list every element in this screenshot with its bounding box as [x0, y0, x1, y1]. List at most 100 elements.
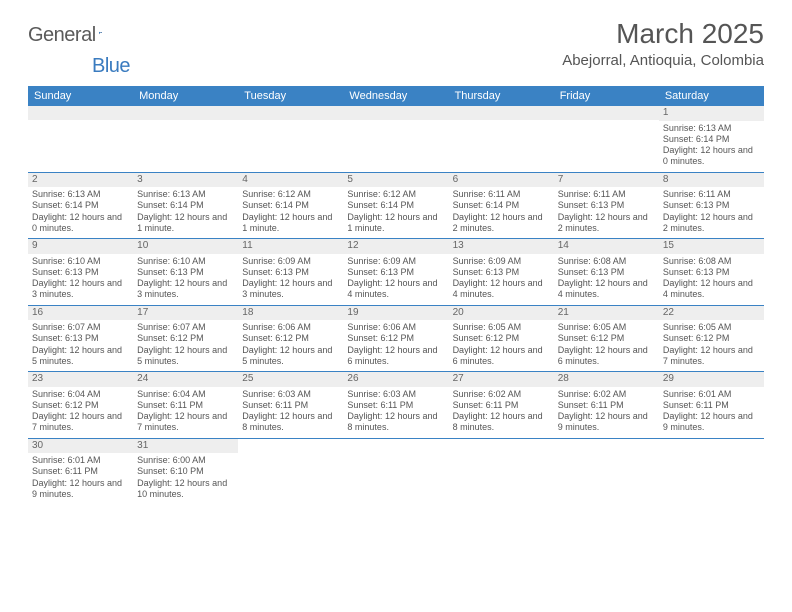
daylight-text: Daylight: 12 hours and 0 minutes. [663, 145, 760, 168]
daylight-text: Daylight: 12 hours and 2 minutes. [663, 212, 760, 235]
day-content: Sunrise: 6:09 AMSunset: 6:13 PMDaylight:… [238, 254, 343, 305]
day-cell [343, 439, 448, 505]
weekday-thursday: Thursday [449, 86, 554, 106]
sunset-text: Sunset: 6:11 PM [663, 400, 760, 411]
day-number [554, 106, 659, 120]
day-cell: 14Sunrise: 6:08 AMSunset: 6:13 PMDayligh… [554, 239, 659, 305]
sunrise-text: Sunrise: 6:05 AM [558, 322, 655, 333]
day-number: 9 [28, 239, 133, 254]
day-cell: 23Sunrise: 6:04 AMSunset: 6:12 PMDayligh… [28, 372, 133, 438]
day-number: 20 [449, 306, 554, 321]
day-cell [554, 106, 659, 172]
day-cell: 29Sunrise: 6:01 AMSunset: 6:11 PMDayligh… [659, 372, 764, 438]
day-cell: 20Sunrise: 6:05 AMSunset: 6:12 PMDayligh… [449, 306, 554, 372]
weekday-wednesday: Wednesday [343, 86, 448, 106]
sunset-text: Sunset: 6:13 PM [663, 267, 760, 278]
day-cell [28, 106, 133, 172]
daylight-text: Daylight: 12 hours and 6 minutes. [347, 345, 444, 368]
day-content: Sunrise: 6:05 AMSunset: 6:12 PMDaylight:… [554, 320, 659, 371]
daylight-text: Daylight: 12 hours and 5 minutes. [32, 345, 129, 368]
day-number: 18 [238, 306, 343, 321]
day-number: 2 [28, 173, 133, 188]
weekday-sunday: Sunday [28, 86, 133, 106]
sunset-text: Sunset: 6:11 PM [137, 400, 234, 411]
sunset-text: Sunset: 6:12 PM [347, 333, 444, 344]
daylight-text: Daylight: 12 hours and 2 minutes. [453, 212, 550, 235]
day-content: Sunrise: 6:02 AMSunset: 6:11 PMDaylight:… [449, 387, 554, 438]
day-cell: 26Sunrise: 6:03 AMSunset: 6:11 PMDayligh… [343, 372, 448, 438]
week-row: 9Sunrise: 6:10 AMSunset: 6:13 PMDaylight… [28, 239, 764, 306]
daylight-text: Daylight: 12 hours and 4 minutes. [663, 278, 760, 301]
day-cell: 11Sunrise: 6:09 AMSunset: 6:13 PMDayligh… [238, 239, 343, 305]
sunrise-text: Sunrise: 6:13 AM [663, 123, 760, 134]
sunrise-text: Sunrise: 6:09 AM [242, 256, 339, 267]
sunrise-text: Sunrise: 6:02 AM [453, 389, 550, 400]
day-number: 28 [554, 372, 659, 387]
day-number [449, 106, 554, 120]
logo-text-blue: Blue [92, 55, 130, 78]
daylight-text: Daylight: 12 hours and 5 minutes. [242, 345, 339, 368]
sunrise-text: Sunrise: 6:07 AM [32, 322, 129, 333]
day-number: 19 [343, 306, 448, 321]
day-content: Sunrise: 6:07 AMSunset: 6:12 PMDaylight:… [133, 320, 238, 371]
daylight-text: Daylight: 12 hours and 7 minutes. [137, 411, 234, 434]
daylight-text: Daylight: 12 hours and 4 minutes. [558, 278, 655, 301]
daylight-text: Daylight: 12 hours and 4 minutes. [453, 278, 550, 301]
sunrise-text: Sunrise: 6:13 AM [137, 189, 234, 200]
day-cell: 18Sunrise: 6:06 AMSunset: 6:12 PMDayligh… [238, 306, 343, 372]
day-number [28, 106, 133, 120]
logo-text-general: General [28, 24, 96, 47]
daylight-text: Daylight: 12 hours and 2 minutes. [558, 212, 655, 235]
sunrise-text: Sunrise: 6:03 AM [242, 389, 339, 400]
day-cell: 19Sunrise: 6:06 AMSunset: 6:12 PMDayligh… [343, 306, 448, 372]
day-content: Sunrise: 6:11 AMSunset: 6:13 PMDaylight:… [554, 187, 659, 238]
day-number: 5 [343, 173, 448, 188]
daylight-text: Daylight: 12 hours and 3 minutes. [137, 278, 234, 301]
daylight-text: Daylight: 12 hours and 3 minutes. [242, 278, 339, 301]
day-number: 12 [343, 239, 448, 254]
sunrise-text: Sunrise: 6:05 AM [453, 322, 550, 333]
day-cell: 9Sunrise: 6:10 AMSunset: 6:13 PMDaylight… [28, 239, 133, 305]
day-cell: 28Sunrise: 6:02 AMSunset: 6:11 PMDayligh… [554, 372, 659, 438]
sunset-text: Sunset: 6:14 PM [347, 200, 444, 211]
sunrise-text: Sunrise: 6:02 AM [558, 389, 655, 400]
day-number: 4 [238, 173, 343, 188]
day-number: 22 [659, 306, 764, 321]
day-cell [133, 106, 238, 172]
daylight-text: Daylight: 12 hours and 8 minutes. [242, 411, 339, 434]
daylight-text: Daylight: 12 hours and 9 minutes. [32, 478, 129, 501]
day-content: Sunrise: 6:13 AMSunset: 6:14 PMDaylight:… [659, 121, 764, 172]
day-number: 16 [28, 306, 133, 321]
sunset-text: Sunset: 6:14 PM [32, 200, 129, 211]
daylight-text: Daylight: 12 hours and 5 minutes. [137, 345, 234, 368]
daylight-text: Daylight: 12 hours and 7 minutes. [32, 411, 129, 434]
day-cell: 6Sunrise: 6:11 AMSunset: 6:14 PMDaylight… [449, 173, 554, 239]
sunset-text: Sunset: 6:13 PM [32, 333, 129, 344]
daylight-text: Daylight: 12 hours and 6 minutes. [453, 345, 550, 368]
daylight-text: Daylight: 12 hours and 3 minutes. [32, 278, 129, 301]
sunrise-text: Sunrise: 6:12 AM [347, 189, 444, 200]
day-cell: 7Sunrise: 6:11 AMSunset: 6:13 PMDaylight… [554, 173, 659, 239]
sunrise-text: Sunrise: 6:07 AM [137, 322, 234, 333]
day-number: 15 [659, 239, 764, 254]
day-number: 13 [449, 239, 554, 254]
day-number: 3 [133, 173, 238, 188]
sunset-text: Sunset: 6:11 PM [347, 400, 444, 411]
sunrise-text: Sunrise: 6:03 AM [347, 389, 444, 400]
daylight-text: Daylight: 12 hours and 9 minutes. [663, 411, 760, 434]
weekday-friday: Friday [554, 86, 659, 106]
day-content: Sunrise: 6:06 AMSunset: 6:12 PMDaylight:… [343, 320, 448, 371]
sunrise-text: Sunrise: 6:13 AM [32, 189, 129, 200]
day-cell [238, 106, 343, 172]
weekday-header-row: Sunday Monday Tuesday Wednesday Thursday… [28, 86, 764, 106]
day-content: Sunrise: 6:02 AMSunset: 6:11 PMDaylight:… [554, 387, 659, 438]
daylight-text: Daylight: 12 hours and 1 minute. [137, 212, 234, 235]
weekday-saturday: Saturday [659, 86, 764, 106]
day-number [238, 439, 343, 453]
weekday-monday: Monday [133, 86, 238, 106]
logo: General [28, 18, 119, 47]
day-cell: 30Sunrise: 6:01 AMSunset: 6:11 PMDayligh… [28, 439, 133, 505]
day-content: Sunrise: 6:08 AMSunset: 6:13 PMDaylight:… [554, 254, 659, 305]
day-number: 8 [659, 173, 764, 188]
sunset-text: Sunset: 6:14 PM [242, 200, 339, 211]
